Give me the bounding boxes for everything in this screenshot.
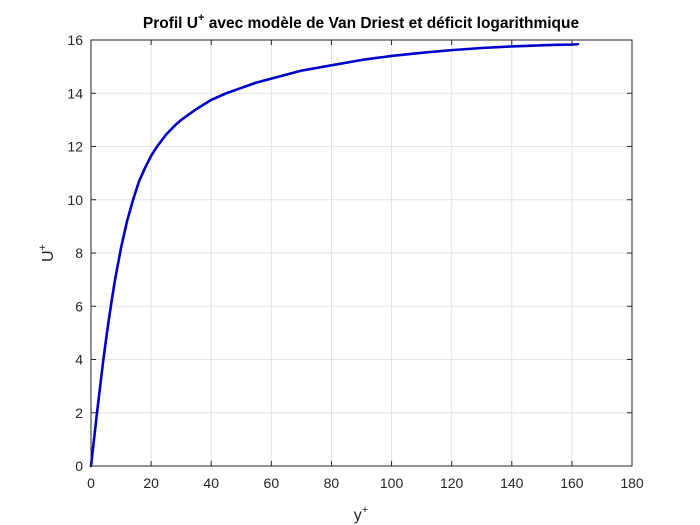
x-axis-label-superscript: + [362,504,368,516]
series-layer [89,42,580,468]
y-tick-label: 0 [75,458,83,474]
x-tick-label: 40 [203,475,219,491]
x-tick-label: 140 [500,475,524,491]
y-tick-label: 16 [67,32,83,48]
y-tick-label: 4 [75,352,83,368]
y-tick-label: 6 [75,298,83,314]
series-line [89,42,580,468]
x-tick-label: 60 [264,475,280,491]
title-superscript: + [198,12,204,24]
grid [91,40,632,466]
x-tick-label: 160 [560,475,584,491]
x-tick-label: 100 [380,475,404,491]
y-tick-label: 12 [67,139,83,155]
x-axis-label: y+ [354,504,368,524]
title-rest: avec modèle de Van Driest et déficit log… [204,15,579,32]
x-tick-label: 80 [324,475,340,491]
tick-labels: 0 20 40 60 80 100 120 140 160 180 0 2 4 6 8 10 12 14 16 [67,32,643,491]
y-axis-label-main: U [40,250,57,262]
y-tick-label: 2 [75,405,83,421]
y-tick-label: 14 [67,85,83,101]
x-tick-label: 120 [440,475,464,491]
x-axis-label-main: y [354,507,362,524]
y-tick-label: 8 [75,245,83,261]
ticks [90,39,633,467]
x-tick-label: 20 [143,475,159,491]
title-main: Profil U [143,15,198,32]
x-tick-label: 180 [620,475,644,491]
chart-title: Profil U+ avec modèle de Van Driest et d… [143,12,580,32]
x-tick-label: 0 [87,475,95,491]
y-axis-label: U+ [37,244,57,262]
y-tick-label: 10 [67,192,83,208]
y-axis-label-superscript: + [37,244,49,250]
